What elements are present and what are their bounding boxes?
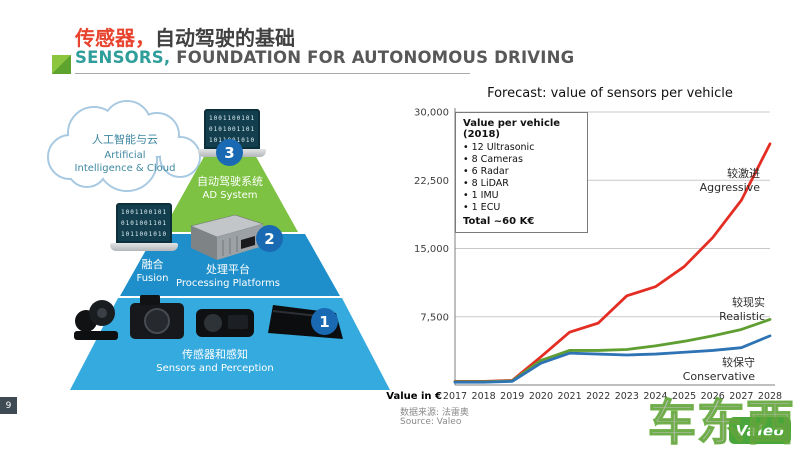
svg-text:2024: 2024 (643, 391, 667, 402)
source-en: Source: Valeo (400, 417, 462, 427)
svg-text:2023: 2023 (615, 391, 639, 402)
svg-text:Value in €: Value in € (386, 391, 442, 402)
level-2-label: 处理平台 Processing Platforms (158, 263, 298, 290)
binary-line: 0101001101 (121, 220, 168, 227)
svg-text:2027: 2027 (729, 391, 753, 402)
fusion-label: 融合 Fusion (120, 258, 185, 285)
level-1-label-en: Sensors and Perception (156, 363, 274, 375)
title-zh-dark: 自动驾驶的基础 (155, 26, 295, 50)
svg-text:15,000: 15,000 (414, 244, 449, 255)
level-1-label-zh: 传感器和感知 (182, 348, 248, 361)
level-3-label-zh: 自动驾驶系统 (197, 175, 263, 188)
level-1-badge: 1 (311, 308, 338, 335)
binary-line: 0101001101 (209, 126, 256, 133)
cloud-icon: 人工智能与云 Artificial Intelligence & Cloud (47, 100, 201, 192)
fusion-label-en: Fusion (136, 273, 169, 285)
realistic-series-label: 较现实 Realistic (660, 296, 765, 324)
level-2-label-en: Processing Platforms (176, 278, 280, 290)
svg-text:2018: 2018 (472, 391, 496, 402)
title-en-dark: FOUNDATION FOR AUTONOMOUS DRIVING (170, 48, 575, 67)
level-2-badge: 2 (256, 225, 283, 252)
binary-line: 1001100101 (121, 209, 168, 216)
level-2-label-zh: 处理平台 (206, 263, 250, 276)
binary-line: 1011001010 (121, 231, 168, 238)
svg-text:2019: 2019 (500, 391, 524, 402)
value-box-item: • 8 LiDAR (463, 178, 509, 189)
aggressive-label-en: Aggressive (699, 180, 760, 194)
svg-text:2028: 2028 (758, 391, 782, 402)
conservative-label-en: Conservative (682, 369, 755, 383)
svg-text:2025: 2025 (672, 391, 696, 402)
value-box-item: • 8 Cameras (463, 154, 523, 165)
laptop-base (110, 243, 178, 251)
svg-text:2026: 2026 (701, 391, 725, 402)
slide-title-en: SENSORS, FOUNDATION FOR AUTONOMOUS DRIVI… (75, 48, 574, 67)
conservative-label-zh: 较保守 (722, 356, 755, 369)
valeo-logo-text: Valeo (735, 421, 785, 440)
value-per-vehicle-box: Value per vehicle (2018) • 12 Ultrasonic… (455, 112, 588, 233)
svg-text:2020: 2020 (529, 391, 553, 402)
value-box-title: Value per vehicle (2018) (463, 118, 561, 140)
fusion-label-zh: 融合 (141, 258, 164, 271)
binary-line: 1001100101 (209, 115, 256, 122)
watermark-text: 车东西 (647, 394, 796, 450)
svg-text:2017: 2017 (443, 391, 467, 402)
page-number: 9 (0, 397, 17, 414)
title-en-teal: SENSORS, (75, 48, 171, 67)
level-3-badge: 3 (216, 139, 243, 166)
slide-title-zh: 传感器，自动驾驶的基础 (75, 22, 295, 51)
cloud-label-en1: Artificial (104, 150, 145, 161)
title-zh-red: 传感器， (75, 26, 155, 50)
realistic-label-zh: 较现实 (732, 296, 765, 309)
svg-text:2022: 2022 (586, 391, 610, 402)
value-box-items: • 12 Ultrasonic • 8 Cameras • 6 Radar • 8 L… (463, 142, 580, 214)
laptop-fusion-icon: 1001100101 0101001101 1011001010 (110, 203, 178, 251)
valeo-logo: Valeo (729, 417, 791, 444)
laptop-screen: 1001100101 0101001101 1011001010 (116, 203, 172, 243)
source-zh: 数据来源: 法雷奥 (400, 408, 469, 418)
value-box-item: • 6 Radar (463, 166, 509, 177)
cloud-label-en2: Intelligence & Cloud (75, 163, 176, 174)
svg-text:2021: 2021 (557, 391, 581, 402)
svg-text:22,500: 22,500 (414, 176, 449, 187)
realistic-label-en: Realistic (719, 309, 765, 323)
level-3-label: 自动驾驶系统 AD System (160, 175, 300, 202)
level-3-label-en: AD System (202, 190, 258, 202)
aggressive-series-label: 较激进 Aggressive (655, 167, 760, 195)
green-square-bullet-icon (52, 55, 71, 74)
svg-text:30,000: 30,000 (414, 108, 449, 119)
value-box-item: • 1 IMU (463, 190, 499, 201)
svg-text:7,500: 7,500 (420, 312, 449, 323)
cloud-label-zh: 人工智能与云 (92, 132, 158, 146)
aggressive-label-zh: 较激进 (727, 167, 760, 180)
chart-title: Forecast: value of sensors per vehicle (487, 86, 733, 101)
level-1-label: 传感器和感知 Sensors and Perception (145, 348, 285, 375)
pyramid-diagram: 人工智能与云 Artificial Intelligence & Cloud 1… (40, 95, 390, 397)
ecu-hardware-image (190, 214, 265, 260)
conservative-series-label: 较保守 Conservative (650, 356, 755, 384)
value-box-total: Total ~60 K€ (463, 216, 535, 227)
title-underline (75, 73, 470, 74)
value-box-item: • 12 Ultrasonic (463, 142, 535, 153)
value-box-item: • 1 ECU (463, 202, 501, 213)
